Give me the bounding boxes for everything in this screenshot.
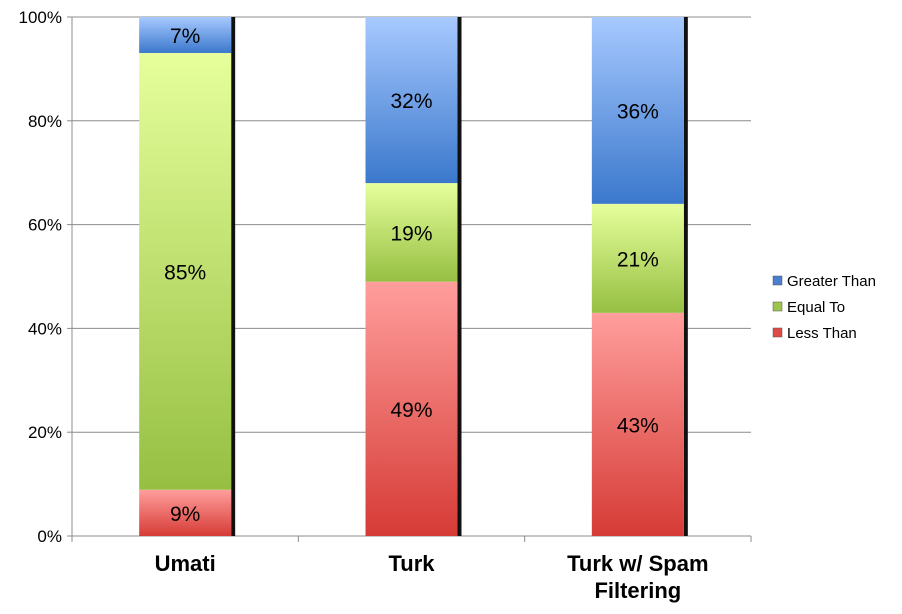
bar-segment xyxy=(365,281,458,536)
data-label: 85% xyxy=(164,261,206,284)
bar-shadow xyxy=(457,17,462,536)
bar-segment xyxy=(365,17,458,184)
bar-shadow xyxy=(683,17,688,536)
legend-label: Less Than xyxy=(787,325,857,342)
bar-segment xyxy=(139,52,232,490)
data-label: 36% xyxy=(617,100,659,123)
bar-shadow xyxy=(231,17,236,536)
y-tick-labels: 0% 20% 40% 60% 80% 100% xyxy=(19,8,62,546)
data-label: 19% xyxy=(390,222,432,245)
legend: Greater Than Equal To Less Than xyxy=(772,273,876,342)
y-tick-label: 40% xyxy=(28,319,62,338)
data-label: 43% xyxy=(617,414,659,437)
bar-segment xyxy=(591,17,684,204)
legend-label: Equal To xyxy=(787,299,845,316)
bar-stack: 9% 85% 7% xyxy=(139,17,236,536)
y-tick-label: 20% xyxy=(28,423,62,442)
data-label: 32% xyxy=(390,90,432,113)
bar-segment xyxy=(591,312,684,536)
bar-segment xyxy=(139,17,232,53)
y-tick-label: 60% xyxy=(28,216,62,235)
x-category-label: Turk w/ Spam xyxy=(567,551,708,576)
legend-label: Greater Than xyxy=(787,273,876,290)
bar-segment xyxy=(365,183,458,282)
data-label: 21% xyxy=(617,248,659,271)
x-category-label: Turk xyxy=(388,551,435,576)
x-category-label: Umati xyxy=(155,551,216,576)
y-tick-label: 100% xyxy=(19,8,62,27)
bar-segment xyxy=(139,489,232,536)
y-tick-label: 0% xyxy=(37,527,62,546)
legend-swatch xyxy=(772,275,783,286)
bars: 9% 85% 7% 49% 19% 32% 43% 21% 36% xyxy=(139,17,688,536)
x-category-label: Filtering xyxy=(594,578,681,603)
data-label: 7% xyxy=(170,25,200,48)
bar-stack: 43% 21% 36% xyxy=(591,17,688,536)
data-label: 49% xyxy=(390,399,432,422)
y-tick-label: 80% xyxy=(28,112,62,131)
legend-swatch xyxy=(772,301,783,312)
bar-segment xyxy=(591,203,684,313)
bar-stack: 49% 19% 32% xyxy=(365,17,462,536)
data-label: 9% xyxy=(170,503,200,526)
legend-swatch xyxy=(772,327,783,338)
